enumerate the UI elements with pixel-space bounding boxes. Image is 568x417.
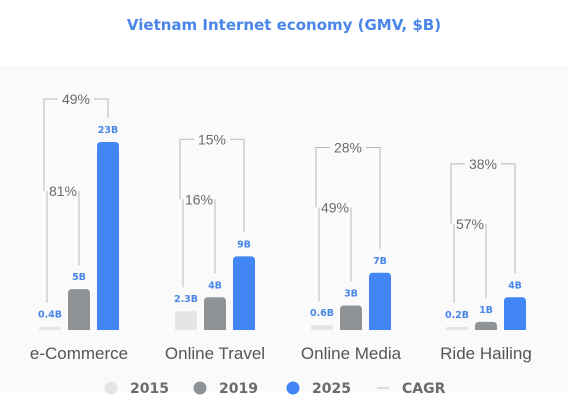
cagr-bracket-short-online-media (318, 207, 352, 302)
legend-label-2015: 2015 (130, 381, 169, 397)
bar-e-commerce-2019 (68, 289, 90, 330)
cagr-bracket-short-online-travel (182, 199, 216, 288)
plot-background (0, 66, 568, 391)
value-label-online-travel-2025: 9B (237, 239, 251, 250)
category-label-online-travel: Online Travel (165, 344, 265, 363)
cagr-bracket-short-e-commerce (46, 191, 80, 303)
category-label-online-media: Online Media (301, 344, 402, 363)
bar-e-commerce-2025 (97, 142, 119, 330)
cagr-label-2015-2019-ride-hailing: 57% (456, 216, 484, 232)
cagr-label-2019-2025-online-travel: 15% (198, 131, 226, 147)
bar-online-travel-2025 (233, 256, 255, 330)
bar-e-commerce-2015 (39, 326, 61, 330)
bar-online-travel-2019 (204, 297, 226, 330)
cagr-label-2019-2025-ride-hailing: 38% (469, 156, 497, 172)
cagr-bracket-long-online-travel (179, 138, 245, 233)
legend-marker-2015 (104, 381, 118, 395)
plot-area: 0.4B 5B 23B 81% 49% e-Commerce 2.3B 4B 9B 16% 15% O… (30, 91, 532, 363)
value-label-ride-hailing-2015: 0.2B (445, 310, 469, 321)
value-label-online-travel-2015: 2.3B (174, 294, 198, 305)
value-label-online-media-2015: 0.6B (310, 308, 334, 319)
cagr-label-2015-2019-online-travel: 16% (185, 191, 213, 207)
bar-ride-hailing-2025 (504, 297, 526, 330)
category-label-e-commerce: e-Commerce (30, 344, 128, 363)
cagr-label-2015-2019-online-media: 49% (321, 199, 349, 215)
legend-label-cagr: CAGR (402, 381, 446, 397)
cagr-bracket-long-ride-hailing (450, 163, 516, 274)
category-label-ride-hailing: Ride Hailing (440, 344, 532, 363)
cagr-bracket-long-online-media (315, 146, 381, 249)
value-label-e-commerce-2019: 5B (72, 272, 86, 283)
legend-label-2019: 2019 (219, 381, 258, 397)
cagr-label-2015-2019-e-commerce: 81% (49, 183, 77, 199)
bar-online-media-2019 (340, 305, 362, 330)
legend: 2015 2019 2025 CAGR (104, 381, 446, 397)
bar-ride-hailing-2015 (446, 327, 468, 330)
legend-marker-2019 (193, 381, 207, 395)
value-label-ride-hailing-2025: 4B (508, 280, 522, 291)
cagr-label-2019-2025-e-commerce: 49% (62, 91, 90, 107)
value-label-online-media-2019: 3B (344, 288, 358, 299)
value-label-online-media-2025: 7B (373, 256, 387, 267)
legend-marker-2025 (286, 381, 300, 395)
bar-ride-hailing-2019 (475, 321, 497, 330)
cagr-bracket-long-e-commerce (43, 98, 109, 192)
bar-online-travel-2015 (175, 311, 197, 330)
value-label-e-commerce-2025: 23B (98, 125, 118, 136)
value-label-ride-hailing-2019: 1B (479, 305, 493, 316)
cagr-bracket-short-ride-hailing (453, 223, 487, 303)
value-label-online-travel-2019: 4B (208, 280, 222, 291)
value-label-e-commerce-2015: 0.4B (38, 310, 62, 321)
bar-online-media-2025 (369, 272, 391, 330)
chart-title: Vietnam Internet economy (GMV, $B) (127, 16, 441, 34)
cagr-label-2019-2025-online-media: 28% (334, 139, 362, 155)
bar-online-media-2015 (311, 325, 333, 330)
legend-label-2025: 2025 (312, 381, 351, 397)
